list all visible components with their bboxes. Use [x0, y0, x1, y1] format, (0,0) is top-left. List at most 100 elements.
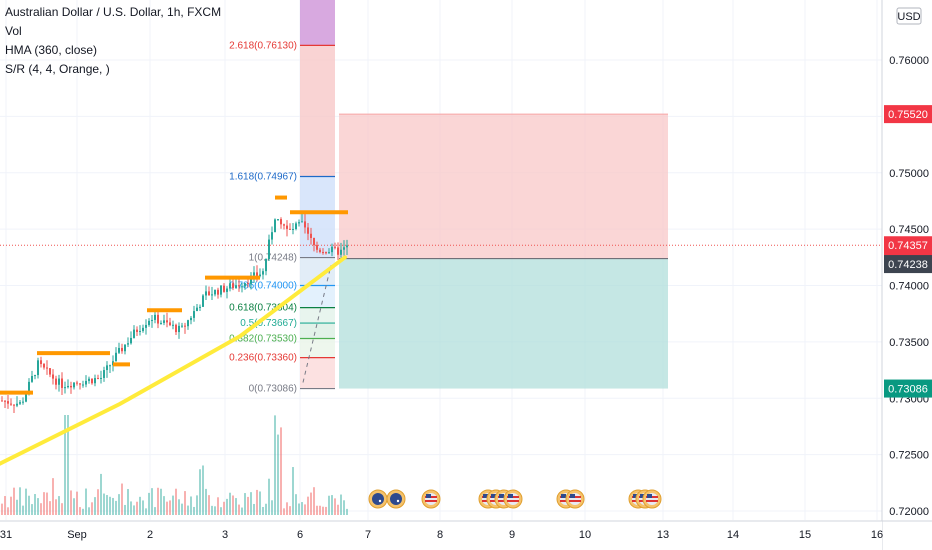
candle [46, 367, 48, 369]
candle [265, 259, 267, 272]
volume-bar [37, 498, 39, 515]
volume-bar [193, 506, 195, 515]
candle [16, 403, 18, 406]
price-tick-label: 0.73500 [889, 337, 929, 349]
candle [229, 283, 231, 289]
volume-bar [211, 505, 213, 515]
price-tick-label: 0.76000 [889, 55, 929, 67]
candle [238, 285, 240, 287]
legend-hma[interactable]: HMA (360, close) [5, 43, 98, 57]
chart-legend: Australian Dollar / U.S. Dollar, 1h, FXC… [5, 3, 221, 79]
candle [301, 221, 303, 223]
candle [100, 377, 102, 379]
economic-events [368, 489, 662, 509]
flag-disc [390, 493, 402, 505]
usd-flag-icon[interactable] [503, 489, 523, 509]
candle [175, 324, 177, 333]
flag-stripe [507, 500, 519, 502]
candle [142, 327, 144, 331]
volume-bar [343, 500, 345, 515]
candle [307, 227, 309, 234]
candle [43, 364, 45, 368]
aud-flag-icon[interactable] [386, 489, 406, 509]
legend-symbol[interactable]: Australian Dollar / U.S. Dollar, 1h, FXC… [5, 5, 222, 19]
usd-flag-icon[interactable] [565, 489, 585, 509]
volume-bar [142, 500, 144, 515]
candle [181, 325, 183, 327]
candle [178, 325, 180, 333]
volume-bar [88, 507, 90, 515]
volume-bar [184, 491, 186, 515]
candle [61, 378, 63, 388]
candle [118, 347, 120, 353]
time-tick-label: 6 [297, 529, 303, 541]
candle [277, 219, 279, 221]
volume-bar [100, 473, 102, 515]
candle [136, 329, 138, 332]
candle [52, 374, 54, 379]
time-tick-label: 9 [509, 529, 515, 541]
candle [70, 385, 72, 388]
volume-bar [1, 503, 3, 515]
time-tick-label: 14 [727, 529, 739, 541]
candle [346, 245, 348, 248]
volume-bar [148, 492, 150, 515]
legend-vol[interactable]: Vol [5, 24, 22, 38]
candle [124, 344, 126, 352]
volume-bar [268, 478, 270, 515]
candle [235, 285, 237, 289]
candle [145, 324, 147, 328]
volume-bar [163, 496, 165, 515]
volume-bar [16, 499, 18, 515]
candle [232, 283, 234, 289]
candle [94, 378, 96, 384]
volume-bar [136, 501, 138, 515]
candle [25, 393, 27, 402]
fib-level-label: 0.5(0.73667) [240, 318, 297, 329]
candle [214, 289, 216, 295]
volume-bar [298, 503, 300, 515]
volume-bar [112, 497, 114, 515]
volume-bar [79, 507, 81, 515]
candles [1, 213, 348, 414]
candle [172, 324, 174, 326]
time-tick-label: 2 [147, 529, 153, 541]
usd-flag-icon[interactable] [642, 489, 662, 509]
current-price-label: 0.74357 [888, 240, 928, 252]
candle [262, 271, 264, 275]
volume-bar [301, 502, 303, 515]
candle [316, 245, 318, 250]
fib-level-label: 1.618(0.74967) [229, 171, 297, 182]
target-zone [339, 114, 668, 259]
hma-series [0, 255, 347, 466]
candle [187, 320, 189, 327]
volume-bar [82, 508, 84, 515]
flag-canton [499, 494, 504, 498]
volume-bar [166, 501, 168, 515]
volume-bar [271, 500, 273, 515]
candle [85, 380, 87, 385]
candle [253, 272, 255, 276]
legend-sr[interactable]: S/R (4, 4, Orange, ) [5, 62, 110, 76]
fib-level-label: 0.786(0.74000) [229, 281, 297, 292]
volume-bar [274, 415, 276, 515]
volume-bar [154, 507, 156, 515]
candle [184, 325, 186, 327]
candle [190, 317, 192, 321]
candle [34, 375, 36, 377]
candle [313, 237, 315, 246]
price-tick-label: 0.75000 [889, 168, 929, 180]
volume-bar [262, 506, 264, 515]
candle [247, 283, 249, 285]
aud-flag-icon[interactable] [368, 489, 388, 509]
usd-flag-icon[interactable] [421, 489, 441, 509]
price-tick-label: 0.72000 [889, 506, 929, 518]
candle [319, 249, 321, 253]
volume-bar [223, 501, 225, 515]
candle [196, 307, 198, 312]
volume-bar [295, 494, 297, 515]
volume-bar [181, 503, 183, 515]
candle [280, 219, 282, 225]
candle [97, 378, 99, 380]
